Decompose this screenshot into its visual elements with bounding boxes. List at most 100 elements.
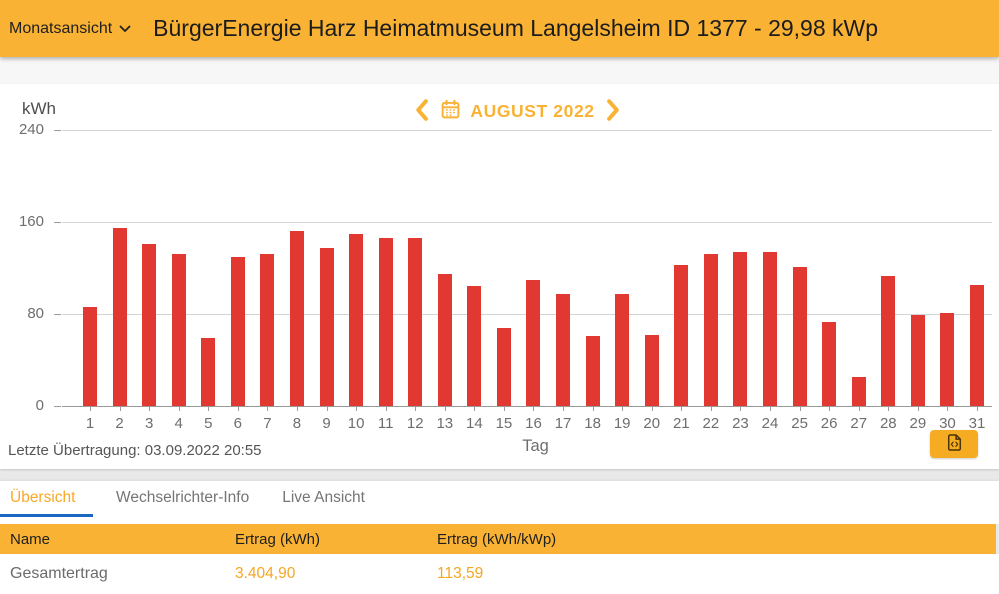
- tab-wechselrichter-info[interactable]: Wechselrichter-Info: [106, 481, 259, 517]
- x-tick-label-7: 7: [263, 415, 272, 432]
- x-tick-mark: [563, 406, 565, 411]
- column-header-ertrag-kwh-kwp: Ertrag (kWh/kWp): [437, 530, 557, 548]
- y-tick-mark: [54, 406, 61, 407]
- x-tick-mark: [799, 406, 801, 411]
- x-tick-label-26: 26: [820, 415, 838, 432]
- x-tick-mark: [976, 406, 978, 411]
- x-tick-label-2: 2: [115, 415, 124, 432]
- bar-day-11: [378, 238, 393, 406]
- x-tick-mark: [533, 406, 535, 411]
- x-tick-mark: [740, 406, 742, 411]
- x-tick-label-29: 29: [909, 415, 927, 432]
- bar-day-8: [289, 231, 304, 406]
- x-tick-label-21: 21: [672, 415, 690, 432]
- x-tick-mark: [858, 406, 860, 411]
- bar-day-18: [585, 335, 600, 406]
- column-header-ertrag-kwh: Ertrag (kWh): [235, 530, 321, 548]
- bar-day-22: [703, 254, 718, 406]
- tab-uebersicht[interactable]: Übersicht: [0, 481, 93, 517]
- x-tick-label-8: 8: [292, 415, 302, 432]
- x-axis-title: Tag: [522, 437, 549, 455]
- gridline-160: [62, 222, 992, 223]
- bar-day-15: [496, 327, 511, 406]
- table-row: Gesamtertrag 3.404,90 113,59: [0, 554, 999, 594]
- y-tick-mark: [54, 314, 61, 315]
- x-tick-mark: [326, 406, 328, 411]
- bar-day-20: [644, 334, 659, 406]
- tab-wechselrichter-info-label: Wechselrichter-Info: [116, 488, 250, 506]
- bar-day-30: [940, 312, 955, 406]
- bar-day-28: [881, 276, 896, 406]
- x-tick-mark: [208, 406, 210, 411]
- tab-live-ansicht[interactable]: Live Ansicht: [272, 481, 375, 517]
- month-year-label[interactable]: AUGUST 2022: [470, 101, 595, 121]
- y-tick-label-160: 160: [18, 213, 44, 230]
- x-tick-label-6: 6: [233, 415, 242, 432]
- row-label-gesamtertrag: Gesamtertrag: [10, 565, 108, 582]
- x-tick-label-9: 9: [322, 415, 331, 432]
- bar-day-6: [230, 256, 245, 406]
- bar-day-29: [910, 315, 925, 406]
- x-tick-mark: [917, 406, 919, 411]
- x-tick-label-25: 25: [791, 415, 808, 432]
- previous-month-button[interactable]: [412, 97, 431, 126]
- view-mode-label: Monatsansicht: [9, 19, 113, 37]
- date-navigation: AUGUST 2022: [18, 97, 999, 126]
- x-tick-mark: [503, 406, 505, 411]
- app-bar: Monatsansicht BürgerEnergie Harz Heimatm…: [0, 0, 999, 57]
- x-tick-mark: [385, 406, 387, 411]
- x-tick-mark: [444, 406, 446, 411]
- bar-day-24: [763, 251, 778, 406]
- chevron-down-icon: [119, 20, 131, 38]
- chevron-left-icon: [414, 99, 429, 124]
- y-tick-label-0: 0: [35, 397, 44, 414]
- y-tick-label-240: 240: [18, 121, 44, 138]
- page-title: BürgerEnergie Harz Heimatmuseum Langelsh…: [153, 15, 879, 41]
- bottom-tab-bar: Übersicht Wechselrichter-Info Live Ansic…: [0, 481, 999, 524]
- total-yield-kwh-value: 3.404,90: [235, 565, 296, 582]
- bar-day-27: [851, 377, 866, 406]
- x-tick-label-20: 20: [643, 415, 661, 432]
- x-tick-mark: [267, 406, 269, 411]
- chart-card: kWh AUGUST 2022: [0, 84, 999, 469]
- bar-day-12: [408, 238, 423, 406]
- sub-toolbar: [0, 57, 999, 84]
- x-tick-mark: [710, 406, 712, 411]
- x-tick-label-3: 3: [144, 415, 154, 432]
- x-tick-mark: [770, 406, 772, 411]
- plot-area: [62, 130, 992, 411]
- total-yield-kwh-kwp-value: 113,59: [437, 565, 484, 582]
- x-tick-label-13: 13: [436, 415, 454, 432]
- y-tick-mark: [54, 222, 61, 223]
- bar-day-9: [319, 248, 334, 406]
- bar-day-7: [260, 254, 275, 406]
- x-tick-mark: [947, 406, 949, 411]
- x-tick-mark: [888, 406, 890, 411]
- x-tick-mark: [474, 406, 476, 411]
- bar-day-13: [437, 273, 452, 406]
- x-tick-label-27: 27: [850, 415, 868, 432]
- x-tick-label-23: 23: [732, 415, 749, 432]
- bar-day-25: [792, 266, 807, 406]
- x-tick-mark: [415, 406, 417, 411]
- x-tick-label-31: 31: [968, 415, 986, 432]
- bar-day-5: [201, 338, 216, 406]
- summary-table-header: Name Ertrag (kWh) Ertrag (kWh/kWp): [0, 524, 996, 554]
- export-button[interactable]: [930, 430, 978, 458]
- x-tick-label-16: 16: [525, 415, 542, 432]
- tab-uebersicht-label: Übersicht: [10, 488, 76, 506]
- bar-day-19: [615, 294, 630, 406]
- calendar-icon[interactable]: [440, 99, 461, 125]
- bar-day-2: [112, 227, 127, 406]
- x-tick-mark: [681, 406, 683, 411]
- x-tick-mark: [356, 406, 358, 411]
- x-axis-line: [62, 406, 992, 407]
- bar-day-26: [822, 322, 837, 406]
- next-month-button[interactable]: [604, 97, 623, 126]
- bar-day-4: [171, 254, 186, 406]
- view-mode-dropdown[interactable]: Monatsansicht: [9, 20, 131, 38]
- bar-day-31: [969, 285, 984, 406]
- x-tick-mark: [178, 406, 180, 411]
- x-tick-mark: [829, 406, 831, 411]
- x-tick-label-11: 11: [377, 415, 394, 432]
